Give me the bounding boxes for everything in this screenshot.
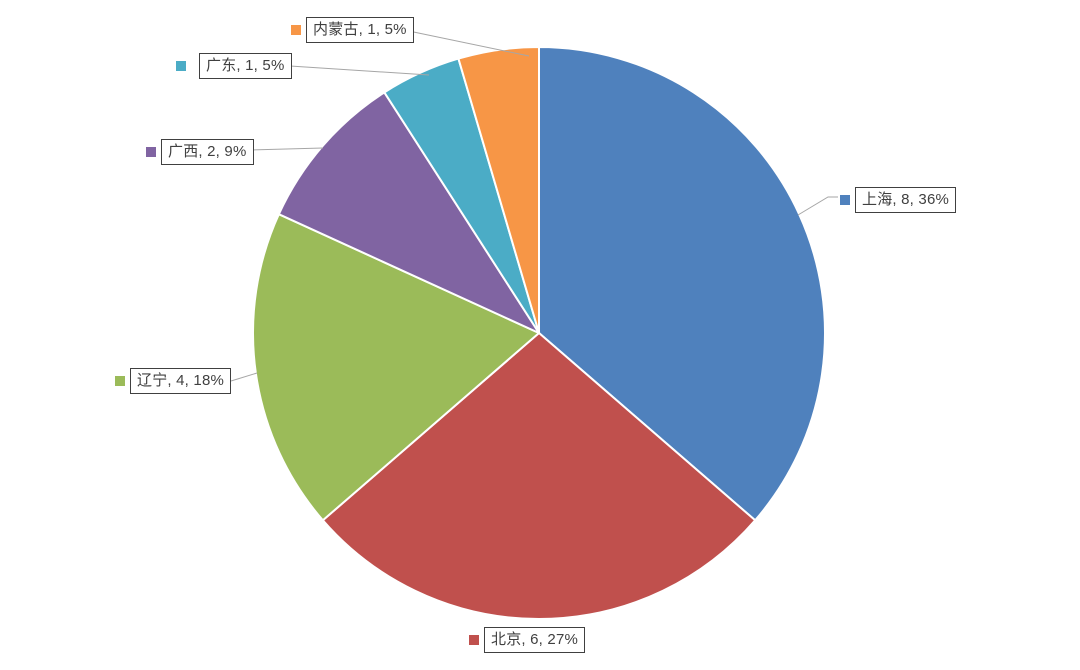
data-label-text: 北京, 6, 27% [484, 627, 586, 654]
data-label-text: 辽宁, 4, 18% [130, 368, 232, 395]
data-label-text: 广东, 1, 5% [199, 53, 292, 80]
leader-line-liaoning [230, 372, 258, 382]
data-label-guangdong[interactable]: 广东, 1, 5% [176, 53, 292, 80]
series-marker-guangxi-icon [146, 147, 156, 158]
data-label-text: 内蒙古, 1, 5% [306, 17, 414, 44]
series-marker-liaoning-icon [115, 376, 125, 387]
pie-slice-beijing[interactable] [321, 332, 757, 620]
data-label-text: 广西, 2, 9% [161, 139, 254, 166]
leader-line-inner-mongolia [403, 29, 530, 57]
data-label-inner-mongolia[interactable]: 内蒙古, 1, 5% [291, 17, 414, 44]
data-label-shanghai[interactable]: 上海, 8, 36% [840, 187, 957, 214]
pie-slice-guangxi[interactable] [277, 91, 540, 334]
series-marker-guangdong-icon [176, 61, 186, 72]
leader-line-guangdong [289, 65, 430, 76]
leader-line-guangxi [247, 147, 324, 151]
leader-line-shanghai [797, 196, 838, 216]
data-label-liaoning[interactable]: 辽宁, 4, 18% [115, 368, 232, 395]
series-marker-shanghai-icon [840, 195, 850, 206]
data-label-guangxi[interactable]: 广西, 2, 9% [146, 139, 254, 166]
series-marker-inner-mongolia-icon [291, 25, 301, 36]
data-label-text: 上海, 8, 36% [855, 187, 957, 214]
series-marker-beijing-icon [469, 635, 479, 646]
data-label-beijing[interactable]: 北京, 6, 27% [469, 627, 586, 654]
